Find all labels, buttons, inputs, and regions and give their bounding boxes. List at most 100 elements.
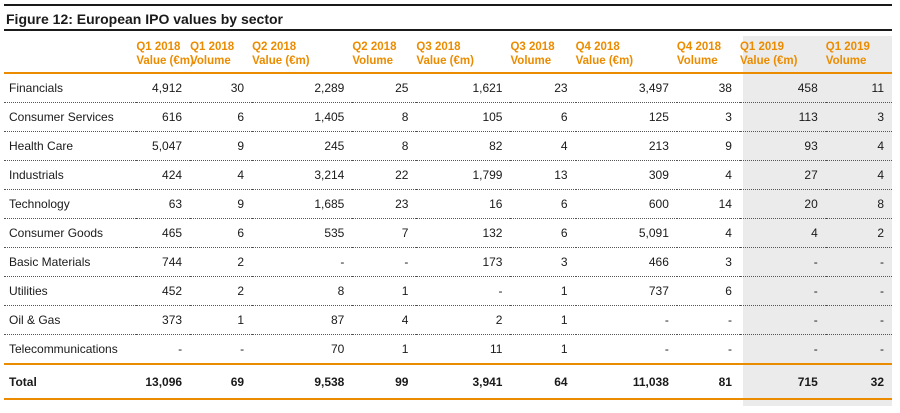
column-header-period: Q1 2019: [825, 41, 870, 53]
table-cell: 4: [676, 160, 740, 190]
table-cell: 458: [739, 73, 826, 103]
table-cell: 113: [739, 102, 826, 132]
total-cell: 13,096: [136, 364, 191, 400]
table-cell: 1: [352, 334, 417, 365]
table-cell: 6: [510, 189, 576, 219]
column-header-metric: Volume: [510, 55, 552, 67]
column-header-metric: Volume: [825, 55, 867, 67]
table-cell: 4: [739, 218, 826, 248]
table-cell: 173: [416, 247, 511, 277]
sector-label: Oil & Gas: [4, 305, 137, 335]
table-cell: 737: [575, 276, 677, 306]
table-cell: 1: [352, 276, 417, 306]
table-cell: -: [136, 334, 191, 365]
column-header: Q4 2018 Volume: [676, 40, 740, 74]
table-cell: -: [825, 305, 892, 335]
column-header-period: Q1 2019: [739, 41, 785, 53]
table-cell: 2: [825, 218, 892, 248]
table-cell: 424: [136, 160, 191, 190]
table-cell: -: [739, 247, 826, 277]
table-row: Technology 63 9 1,685 23 16 6 600 14 20 8: [4, 189, 892, 219]
sector-label: Basic Materials: [4, 247, 137, 277]
total-cell: 11,038: [575, 364, 677, 400]
table-cell: 744: [136, 247, 191, 277]
table-row: Utilities 452 2 8 1-1 737 6- -: [4, 276, 892, 306]
table-cell: -: [352, 247, 417, 277]
table-cell: 22: [352, 160, 417, 190]
table-cell: 25: [352, 73, 417, 103]
table-cell: 4: [352, 305, 417, 335]
table-cell: 3: [825, 102, 892, 132]
table-cell: 30: [190, 73, 253, 103]
table-cell: 9: [190, 131, 253, 161]
header-row: Q1 2018 Value (€m) Q1 2018 Volume Q2 2018 Val…: [4, 40, 892, 74]
table-cell: 4: [825, 160, 892, 190]
total-cell: 32: [825, 364, 892, 400]
table-cell: 1: [510, 276, 576, 306]
table-cell: -: [252, 247, 353, 277]
table-cell: 1: [510, 305, 576, 335]
table-cell: 465: [136, 218, 191, 248]
sector-label: Technology: [4, 189, 137, 219]
table-cell: -: [739, 305, 826, 335]
total-cell: 99: [352, 364, 417, 400]
table-row: Industrials 424 4 3,214 22 1,799 13 309 4 27 4: [4, 160, 892, 190]
table-cell: 616: [136, 102, 191, 132]
table-header: Q1 2018 Value (€m) Q1 2018 Volume Q2 2018 Val…: [4, 40, 892, 74]
title-bar: Figure 12: European IPO values by sector: [4, 4, 892, 31]
table-cell: 600: [575, 189, 677, 219]
column-header-metric: Value (€m): [575, 55, 634, 67]
table-cell: 3: [676, 247, 740, 277]
table-cell: 63: [136, 189, 191, 219]
table-cell: 70: [252, 334, 353, 365]
total-cell: 81: [676, 364, 740, 400]
column-header-metric: Value (€m): [416, 55, 474, 67]
table-row: Consumer Services 616 6 1,405 8 105 6 125 3 113 3: [4, 102, 892, 132]
table-cell: -: [676, 334, 740, 365]
table-cell: 1: [190, 305, 253, 335]
total-row: Total 13,096 69 9,538 99 3,941 64 11,038 81 715 32: [4, 364, 892, 400]
table-cell: 6: [676, 276, 740, 306]
total-cell: 64: [510, 364, 576, 400]
table-cell: 452: [136, 276, 191, 306]
ipo-table: Q1 2018 Value (€m) Q1 2018 Volume Q2 2018 Val…: [4, 40, 892, 400]
total-cell: 9,538: [252, 364, 353, 400]
table-cell: 4: [510, 131, 576, 161]
table-cell: 8: [352, 102, 417, 132]
column-header-metric: Volume: [676, 55, 718, 67]
table-cell: 8: [252, 276, 353, 306]
column-header: Q1 2019 Volume: [825, 40, 892, 74]
table-cell: 373: [136, 305, 191, 335]
table-cell: 3,214: [252, 160, 353, 190]
column-header: Q1 2018 Value (€m): [136, 40, 194, 74]
column-header-metric: Volume: [352, 55, 394, 67]
table-cell: 6: [190, 218, 253, 248]
table-cell: 5,047: [136, 131, 191, 161]
table-cell: 309: [575, 160, 677, 190]
sector-label: Consumer Services: [4, 102, 137, 132]
column-header-period: Q1 2018: [190, 41, 235, 53]
column-header: Q1 2019 Value (€m): [739, 40, 826, 74]
column-header: Q3 2018 Volume: [510, 40, 576, 74]
table-cell: 2,289: [252, 73, 353, 103]
table-cell: -: [739, 334, 826, 365]
figure-title: Figure 12: European IPO values by sector: [6, 11, 283, 27]
table-cell: 1,405: [252, 102, 353, 132]
sector-label: Telecommunications: [4, 334, 137, 365]
table-cell: 8: [825, 189, 892, 219]
table-cell: 9: [676, 131, 740, 161]
table-footer: Total 13,096 69 9,538 99 3,941 64 11,038 81 715 32: [4, 364, 892, 400]
table-cell: 105: [416, 102, 511, 132]
table-cell: 1,799: [416, 160, 511, 190]
column-header: Q3 2018 Value (€m): [416, 40, 511, 74]
table-cell: 11: [416, 334, 511, 365]
column-header-period: Q2 2018: [252, 41, 297, 53]
table-cell: 132: [416, 218, 511, 248]
table-cell: 1,621: [416, 73, 511, 103]
table-cell: 9: [190, 189, 253, 219]
total-label: Total: [4, 364, 137, 400]
table-cell: 2: [190, 276, 253, 306]
table-cell: 1: [510, 334, 576, 365]
sector-label: Consumer Goods: [4, 218, 137, 248]
table-cell: 5,091: [575, 218, 677, 248]
